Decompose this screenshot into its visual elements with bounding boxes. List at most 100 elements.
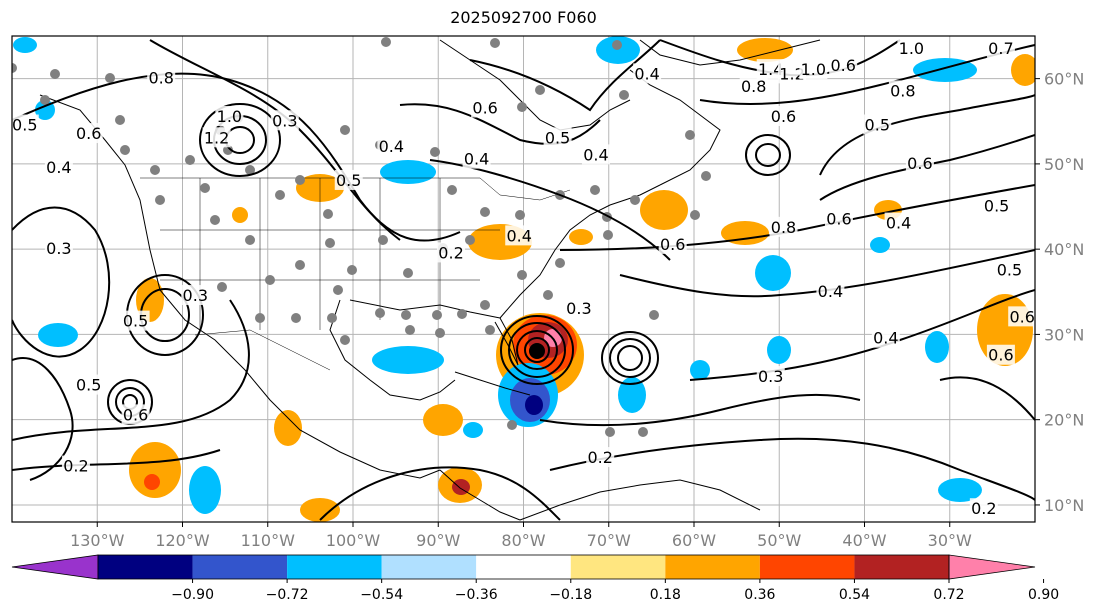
lon-tick-label: 60°W [672,531,716,550]
contour-line [939,376,1035,421]
colorbar-tick-label: 0.18 [650,587,681,603]
contour-line [399,103,601,145]
station-dot [605,427,615,437]
shading-patch [300,498,340,522]
station-dot [401,310,411,320]
colorbar-tick-label: −0.18 [549,587,592,603]
colorbar-extend-low [11,554,99,580]
contour-label-bg [1008,306,1035,327]
contour-label: 0.7 [988,39,1013,58]
contour-label-bg [756,366,785,387]
contour-label: 0.4 [507,226,532,245]
hudson-bay [439,39,631,131]
shading-patch [38,323,78,347]
shading-patch [569,229,593,245]
contour-label: 0.5 [545,128,570,147]
contour-label-bg [658,233,687,254]
station-dot [543,290,553,300]
station-dot [603,230,613,240]
contour-label-bg [884,212,913,233]
contour-label-bg [44,157,73,178]
contour-label: 0.5 [865,116,890,135]
contour-label: 0.6 [771,107,796,126]
station-dot [403,268,413,278]
lat-tick-label: 10°N [1044,496,1084,515]
colorbar: −0.90 −0.72 −0.54 −0.36 −0.18 0.18 0.36 0.54 0.7… [11,554,1059,603]
contour-label-bg [462,148,491,169]
contour-label-bg [995,259,1024,280]
map-panel: 0.50.40.60.81.01.20.30.40.50.20.40.30.30… [11,35,1036,523]
station-dot [430,147,440,157]
station-dot [325,238,335,248]
contour-line [539,393,861,427]
contour-label-bg [147,67,176,88]
contour-label-bg [633,63,662,84]
contour-label: 0.5 [123,312,148,331]
station-dot [490,38,500,48]
contour-label: 1.2 [779,64,804,83]
contour-label: 0.3 [183,286,208,305]
shading-patch [423,404,463,436]
contour-label-bg [871,327,900,348]
contour-ring [199,103,281,177]
station-dot [480,300,490,310]
shading-patch [144,474,160,490]
contour-label-bg [564,297,593,318]
colorbar-segment [287,555,382,579]
contour-label: 1.4 [758,60,783,79]
latitude-axis: 10°N 20°N 30°N 40°N 50°N 60°N [1035,70,1084,515]
station-dot [347,265,357,275]
contour-label-bg [816,280,845,301]
colorbar-tick-label: 0.72 [933,587,964,603]
station-dot [555,258,565,268]
contour-label: 0.2 [438,243,463,262]
contour-label: 0.4 [464,150,489,169]
station-dot [378,235,388,245]
contour-label: 0.5 [984,197,1009,216]
contour-label-bg [586,447,615,468]
contour-ring [601,331,659,385]
us-east-coast [499,184,661,319]
station-dot [405,325,415,335]
contour-line [319,466,561,521]
contour-label: 0.3 [272,111,297,130]
colorbar-tick-label: −0.54 [360,587,403,603]
station-dot [185,155,195,165]
colorbar-segment [98,555,193,579]
colorbar-outline [97,554,950,580]
contour-label: 0.3 [758,367,783,386]
contour-label-bg [44,238,73,259]
lon-tick-label: 90°W [416,531,460,550]
station-dot [295,260,305,270]
us-canada-border [140,177,571,201]
lat-tick-label: 60°N [1044,70,1084,89]
shading-patch [618,377,646,413]
contour-labels: 0.50.40.60.81.01.20.30.40.50.20.40.30.30… [12,37,1035,519]
contour-label: 0.4 [379,137,404,156]
contour-line [819,94,1035,176]
contour-label: 0.6 [830,56,855,75]
colorbar-segment [665,555,760,579]
contour-label: 0.6 [988,346,1013,365]
contour-line [549,437,1035,501]
shading-patch [737,38,793,62]
shading-patch [189,466,221,514]
station-dot [340,335,350,345]
colorbar-segment [192,555,288,579]
shading-patch [232,207,248,223]
contour-label-bg [270,110,299,131]
colorbar-tick-label: 0.36 [744,587,775,603]
shading-patch [380,160,436,184]
contour-label-bg [543,127,572,148]
contour-label: 0.2 [63,457,88,476]
contour-label: 0.8 [890,81,915,100]
canada-east-coast [629,69,721,186]
map-title: 2025092700 F060 [450,8,597,27]
central-america [439,469,521,521]
contour-label: 0.8 [771,218,796,237]
station-dot [485,325,495,335]
colorbar-segment [476,555,571,579]
contour-label-bg [437,242,466,263]
station-dot [327,313,337,323]
